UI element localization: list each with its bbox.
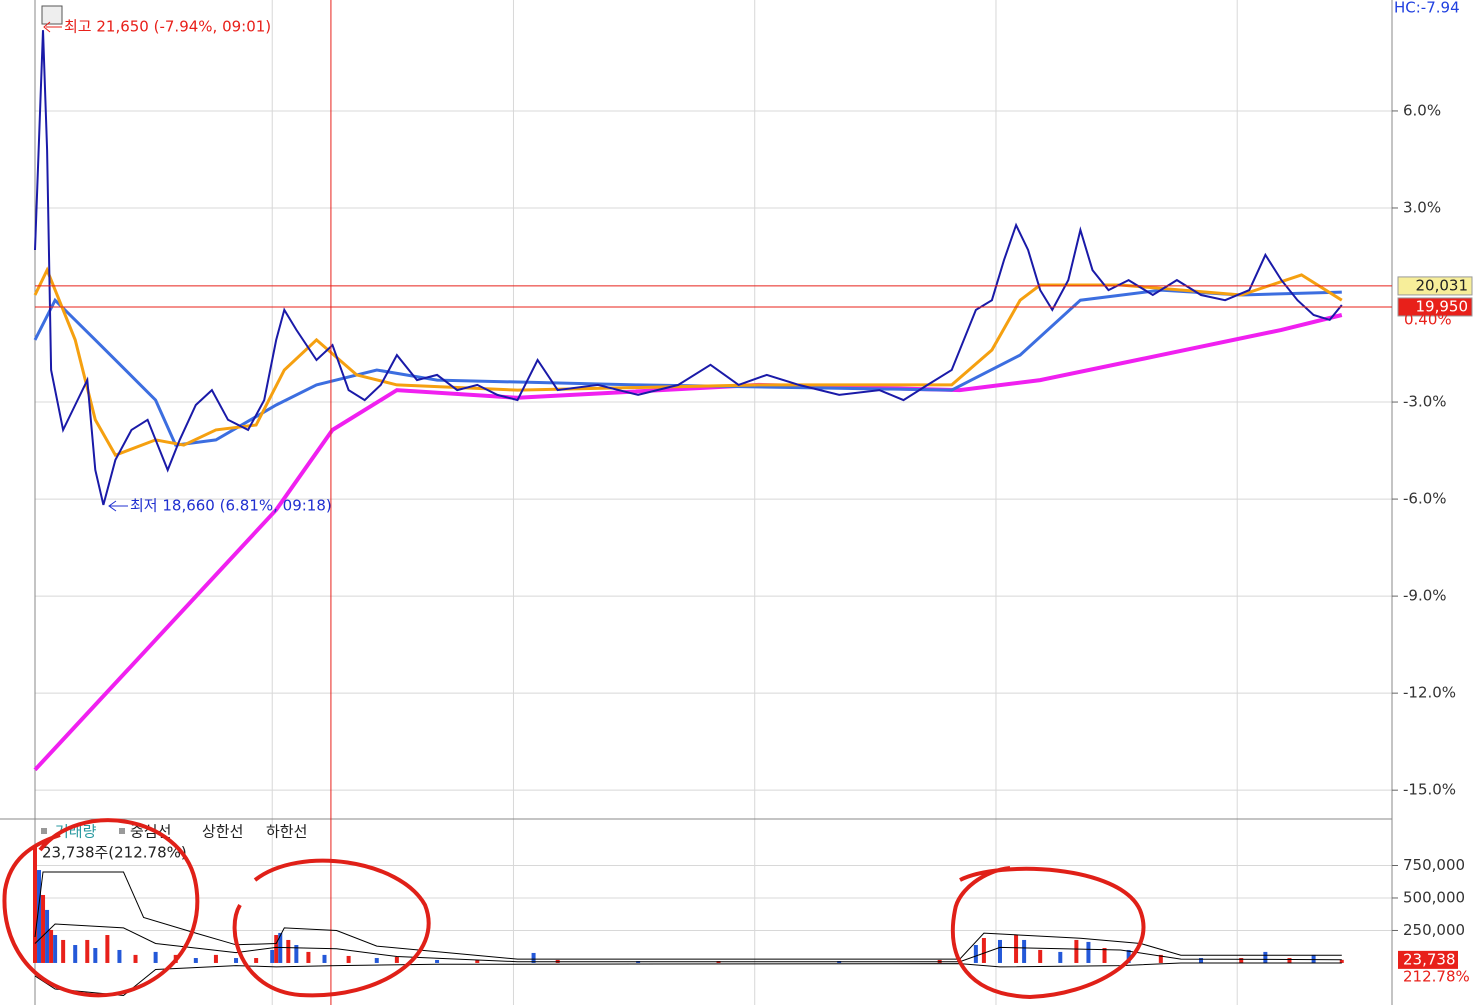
volume-bar xyxy=(1102,948,1107,963)
hand-circle xyxy=(2,818,200,998)
volume-bar xyxy=(346,955,351,963)
volume-bar xyxy=(1158,954,1163,963)
volume-bar xyxy=(322,954,327,963)
volume-bar xyxy=(435,959,440,963)
volume-bar xyxy=(286,939,291,963)
y-tick-label: 3.0% xyxy=(1403,198,1441,216)
series-line xyxy=(33,266,1343,457)
volume-bar xyxy=(1038,949,1043,963)
volume-tag-label: 23,738 xyxy=(1403,950,1456,968)
volume-bar xyxy=(73,945,78,963)
volume-bar xyxy=(153,951,158,963)
low-label: 최저 18,660 (6.81%, 09:18) xyxy=(130,497,332,515)
volume-bar xyxy=(1074,939,1079,963)
plot: 6.0% 3.0% -3.0% -6.0% -9.0% -12.0% -15.0% 750,0… xyxy=(33,0,1473,1005)
series-line xyxy=(34,871,1342,960)
high-label: 최고 21,650 (-7.94%, 09:01) xyxy=(64,18,271,36)
price-tag-label: 19,950 xyxy=(1416,297,1469,315)
hc-label: HC:-7.94 xyxy=(1394,0,1460,17)
change-label: 0.40% xyxy=(1404,310,1452,328)
volume-bar xyxy=(394,956,399,963)
volume-bar xyxy=(61,939,66,963)
volume-bar xyxy=(294,945,299,963)
volume-bar xyxy=(105,935,110,963)
volume-bar xyxy=(37,870,42,963)
legend-marker xyxy=(41,828,47,834)
series-line xyxy=(34,30,1343,506)
settings-icon[interactable] xyxy=(41,5,63,25)
low-arrow xyxy=(108,500,128,512)
volume-bar xyxy=(274,935,279,963)
y-tick-label: 6.0% xyxy=(1403,101,1441,119)
volume-bar xyxy=(33,844,37,963)
high-arrow xyxy=(43,21,62,33)
series-line xyxy=(33,313,1343,772)
volume-bar xyxy=(93,948,98,963)
price-tag-label: 20,031 xyxy=(1416,276,1469,294)
price-tag xyxy=(1397,297,1473,317)
series-line xyxy=(33,288,1342,447)
hand-circle xyxy=(950,866,1146,1000)
y-tick-label: -3.0% xyxy=(1403,393,1447,411)
legend-marker xyxy=(119,828,125,834)
volume-bar xyxy=(133,954,138,963)
volume-bar xyxy=(234,958,239,963)
volume-bar xyxy=(981,938,986,963)
volume-bar xyxy=(1311,954,1316,963)
legend-label: 거래량 xyxy=(55,823,97,841)
volume-bar xyxy=(306,951,311,963)
series-line xyxy=(34,923,1342,963)
hand-circle xyxy=(232,858,431,998)
volume-bar xyxy=(117,949,122,963)
volume-bar xyxy=(1086,941,1091,963)
volume-bar xyxy=(374,958,379,963)
volume-bar xyxy=(41,894,46,963)
legend-label: 하한선 xyxy=(266,823,307,841)
ratio-label: 212.78% xyxy=(1403,967,1470,985)
volume-bar xyxy=(475,959,480,963)
grid xyxy=(35,0,1392,1005)
volume-bar xyxy=(1014,935,1019,963)
volume-bar xyxy=(997,939,1002,963)
volume-legend: 거래량 중심선 상한선 하한선 23,738주(212.78%) xyxy=(41,823,307,862)
volume-bar xyxy=(45,909,50,963)
volume-bar xyxy=(49,929,54,963)
volume-bar xyxy=(531,952,536,963)
volume-info: 23,738주(212.78%) xyxy=(42,844,187,862)
volume-bar xyxy=(1339,959,1344,963)
hand-annotations xyxy=(2,818,1146,1000)
volume-bar xyxy=(193,958,198,963)
volume-bar xyxy=(1022,939,1027,963)
y-tick-label: -12.0% xyxy=(1403,684,1456,702)
volume-bar xyxy=(1199,958,1204,963)
y-tick-label: -6.0% xyxy=(1403,490,1447,508)
volume-bar xyxy=(1058,951,1063,963)
y-tick-label: 750,000 xyxy=(1403,856,1465,874)
volume-tag xyxy=(1398,950,1458,969)
volume-bar xyxy=(1126,949,1131,963)
volume-bar xyxy=(973,945,978,963)
volume-bar xyxy=(1239,958,1244,963)
volume-bar xyxy=(85,939,90,963)
volume-bar xyxy=(254,958,259,963)
volume-bar xyxy=(53,935,58,963)
price-tag xyxy=(1397,276,1473,296)
volume-bar xyxy=(270,949,275,963)
y-tick-label: -15.0% xyxy=(1403,781,1456,799)
volume-bar xyxy=(1263,951,1268,963)
y-tick-label: 250,000 xyxy=(1403,921,1465,939)
volume-bar xyxy=(1287,958,1292,963)
volume-bar xyxy=(213,954,218,963)
y-tick-label: 500,000 xyxy=(1403,888,1465,906)
y-tick-label: -9.0% xyxy=(1403,587,1447,605)
legend-label: 상한선 xyxy=(202,823,243,841)
